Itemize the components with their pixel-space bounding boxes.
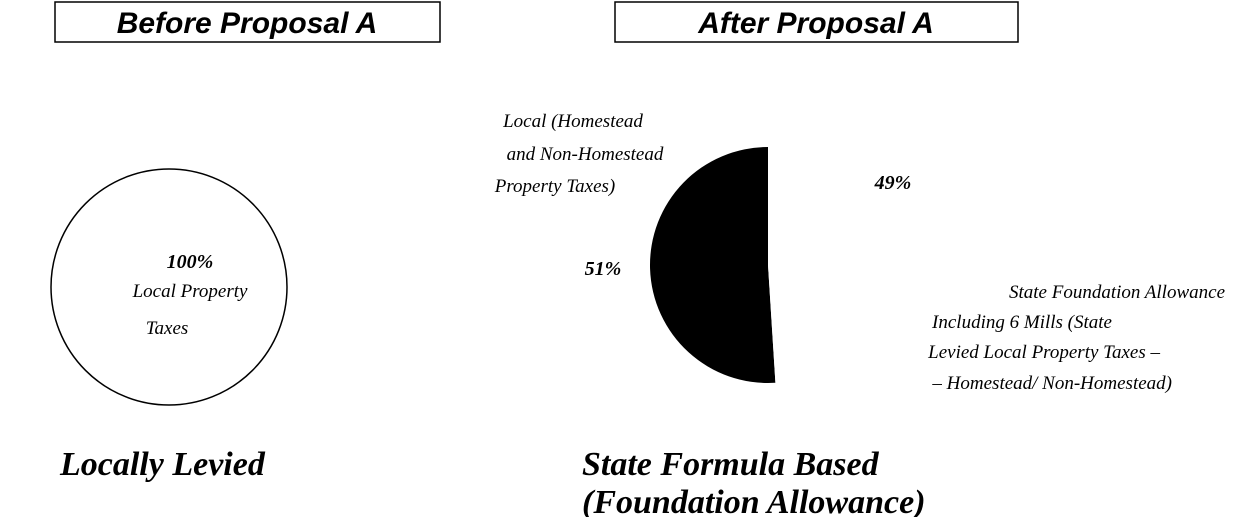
title-box: [54, 1, 441, 43]
slice-label: Including 6 Mills (State: [931, 312, 1112, 333]
caption: (Foundation Allowance): [582, 484, 926, 517]
value-label: 49%: [874, 172, 912, 194]
value-label: 51%: [585, 258, 622, 280]
chart-title: After Proposal A: [697, 7, 934, 40]
slice-label: State Foundation Allowance: [1009, 282, 1225, 303]
caption: Locally Levied: [59, 446, 266, 483]
chart-title: Before Proposal A: [117, 7, 378, 40]
title-box: [614, 1, 1019, 43]
slice-label: Property Taxes): [494, 176, 616, 197]
pie-slice: [768, 146, 886, 383]
pie-slice: [649, 147, 776, 384]
slice-label: and Non-Homestead: [507, 144, 664, 165]
slice-label: Local Property: [132, 281, 248, 302]
slice-label: Local (Homestead: [502, 111, 643, 132]
slice-label: Levied Local Property Taxes –: [927, 342, 1160, 363]
pie-slice: [50, 168, 288, 406]
value-label: 100%: [167, 251, 214, 273]
caption: State Formula Based: [582, 446, 880, 483]
slice-label: Taxes: [146, 318, 189, 339]
slice-label: – Homestead/ Non-Homestead): [931, 373, 1172, 394]
